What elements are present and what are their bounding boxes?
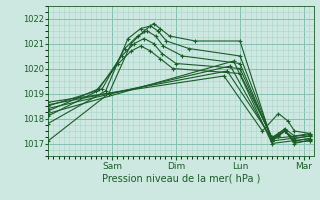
X-axis label: Pression niveau de la mer( hPa ): Pression niveau de la mer( hPa ) [102, 173, 260, 183]
